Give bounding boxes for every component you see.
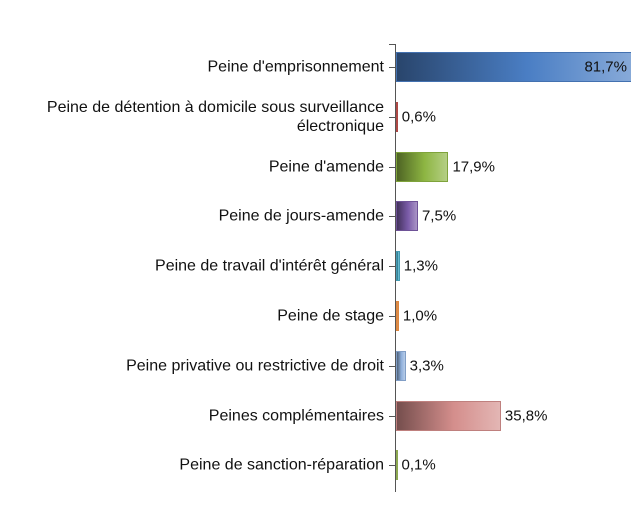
axis-tick [389,166,395,168]
value-label: 7,5% [421,207,457,225]
axis-tick [389,67,395,68]
axis-tick [389,44,395,45]
value-label: 1,0% [402,307,438,325]
category-label: Peine de jours-amende [218,207,384,225]
category-label: Peine de travail d'intérêt général [155,257,384,275]
axis-tick [389,216,395,218]
category-label: Peine d'emprisonnement [207,58,385,76]
bar [396,450,398,481]
category-label: Peine de détention à domicile sous surve… [46,98,384,135]
bar [396,151,449,182]
bar [396,101,398,132]
category-label: Peine d'amende [268,158,384,176]
value-label: 0,1% [401,456,436,474]
value-label: 3,3% [409,357,444,375]
axis-tick [389,415,395,417]
axis-tick [389,365,395,367]
axis-line [395,44,396,492]
bar [396,201,418,232]
axis-tick [389,266,395,268]
axis-tick [389,116,395,118]
bar [396,251,400,282]
axis-tick [389,465,395,467]
value-label: 35,8% [504,407,548,425]
bar [396,400,501,431]
bar [396,52,631,82]
axis-tick [389,316,395,317]
value-label: 0,6% [401,108,436,126]
category-label: Peines complémentaires [208,407,384,425]
bar [396,301,399,331]
category-label: Peine privative ou restrictive de droit [126,357,384,375]
category-label: Peine de stage [277,307,384,325]
value-label: 81,7% [584,58,627,76]
value-label: 1,3% [403,257,438,275]
category-label: Peine de sanction-réparation [179,456,384,474]
bar [396,350,406,381]
value-label: 17,9% [452,158,495,176]
